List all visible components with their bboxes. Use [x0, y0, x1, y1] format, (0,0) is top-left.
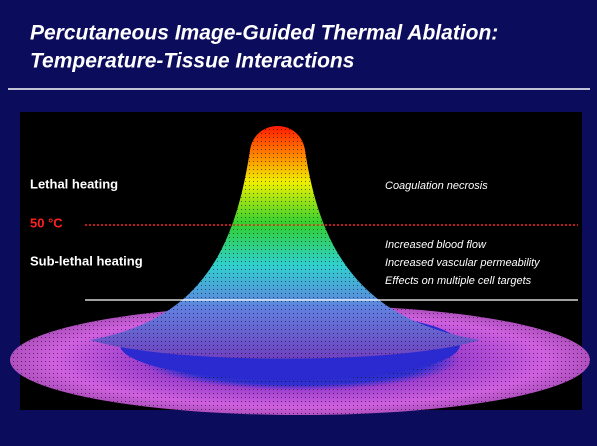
title-line: Percutaneous Image-Guided Thermal Ablati… [30, 22, 498, 45]
lethal-label: Lethal heating [30, 176, 118, 191]
effect-label: Increased vascular permeability [385, 257, 541, 269]
effect-label: Increased blood flow [385, 239, 487, 251]
title-line: Temperature-Tissue Interactions [30, 50, 354, 73]
sublethal-label: Sub-lethal heating [30, 253, 143, 268]
slide: Percutaneous Image-Guided Thermal Ablati… [0, 0, 597, 441]
effect-label: Coagulation necrosis [385, 180, 488, 192]
threshold-label: 50 °C [30, 215, 63, 230]
effect-label: Effects on multiple cell targets [385, 275, 532, 287]
